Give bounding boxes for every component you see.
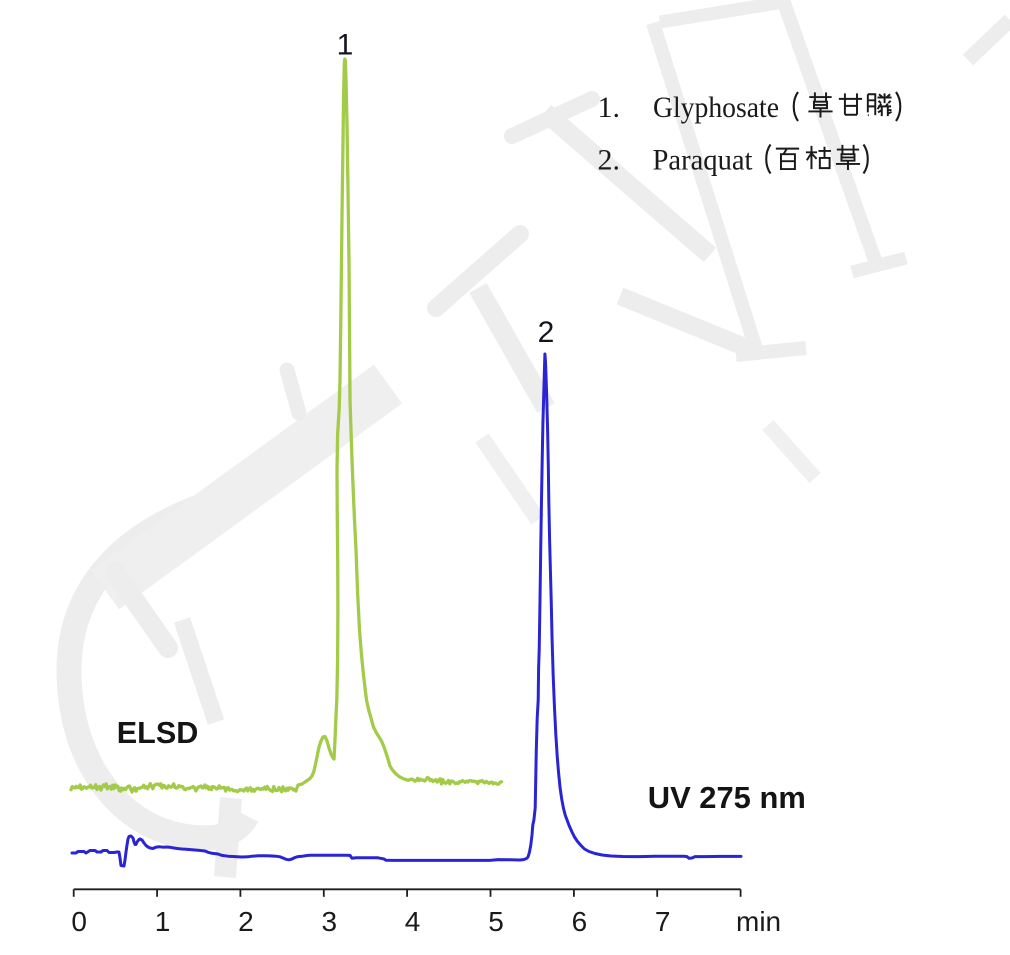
svg-text:min: min [736, 906, 781, 937]
svg-text:7: 7 [655, 906, 671, 937]
svg-text:2: 2 [238, 906, 254, 937]
svg-text:1: 1 [337, 29, 354, 62]
svg-text:1.: 1. [598, 91, 621, 124]
svg-text:5: 5 [488, 906, 504, 937]
svg-text:Paraquat: Paraquat [653, 144, 754, 177]
svg-text:UV 275 nm: UV 275 nm [648, 780, 806, 815]
svg-text:2: 2 [538, 316, 555, 349]
svg-text:Glyphosate: Glyphosate [653, 91, 779, 124]
svg-text:2.: 2. [598, 144, 621, 177]
svg-text:0: 0 [71, 906, 87, 937]
svg-text:4: 4 [405, 906, 421, 937]
svg-text:ELSD: ELSD [117, 715, 199, 750]
svg-text:3: 3 [322, 906, 338, 937]
svg-text:6: 6 [572, 906, 588, 937]
svg-text:1: 1 [155, 906, 171, 937]
